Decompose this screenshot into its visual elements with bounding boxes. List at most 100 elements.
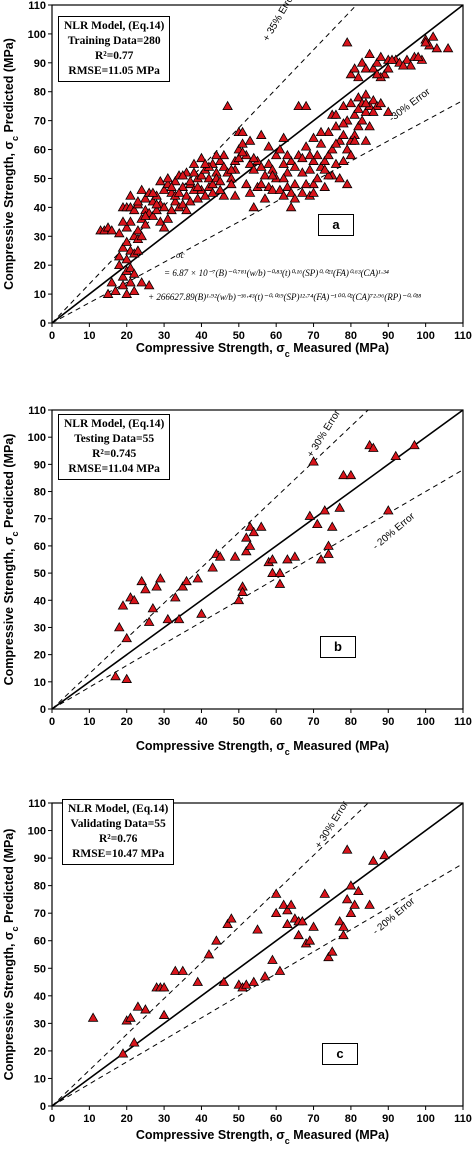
data-point	[241, 545, 252, 556]
data-point	[330, 138, 342, 148]
x-tick-label: 30	[158, 330, 170, 342]
data-point	[267, 954, 278, 964]
data-point	[397, 60, 409, 70]
data-point	[353, 71, 364, 82]
data-point	[244, 135, 256, 145]
y-tick-label: 100	[28, 432, 46, 444]
data-point	[334, 916, 345, 926]
data-point	[158, 222, 170, 232]
y-tick-label: 70	[34, 514, 46, 526]
data-point	[128, 204, 140, 215]
data-point	[177, 181, 189, 191]
error-line	[51, 99, 464, 324]
data-point	[274, 184, 286, 194]
panel-tag-b: b	[320, 636, 356, 658]
data-point	[151, 204, 162, 215]
data-point	[323, 548, 334, 558]
data-point	[255, 521, 267, 531]
data-point	[248, 201, 260, 212]
data-point	[218, 190, 230, 200]
data-point	[121, 236, 133, 246]
data-point	[121, 253, 133, 264]
data-point	[177, 199, 189, 209]
data-point	[192, 976, 204, 986]
data-point	[222, 918, 233, 929]
data-point	[319, 181, 331, 191]
data-point	[267, 170, 278, 180]
y-tick-label: 70	[34, 908, 46, 920]
data-point	[278, 899, 289, 909]
y-tick-label: 20	[34, 260, 46, 272]
data-point	[121, 222, 133, 232]
y-tick-label: 90	[34, 459, 46, 471]
x-tick-label: 80	[345, 716, 357, 728]
data-point	[102, 288, 114, 298]
data-point	[121, 632, 133, 643]
data-point	[106, 277, 118, 287]
x-tick-label: 80	[345, 1113, 357, 1125]
x-tick-label: 20	[121, 716, 133, 728]
data-point	[341, 844, 353, 854]
data-point	[345, 149, 357, 160]
data-point	[323, 170, 334, 180]
data-point	[166, 204, 177, 215]
data-point	[341, 37, 353, 47]
data-point	[300, 178, 312, 189]
data-point	[255, 178, 267, 189]
data-point	[297, 916, 308, 926]
data-point	[338, 921, 349, 931]
x-tick-label: 30	[158, 716, 170, 728]
error-line-label: - 20% Error	[371, 511, 418, 553]
data-point	[289, 551, 301, 561]
x-tick-label: 90	[382, 1113, 394, 1125]
data-point	[311, 173, 323, 183]
data-point	[192, 193, 204, 203]
data-point	[345, 880, 357, 890]
data-point	[297, 152, 308, 163]
data-point	[237, 126, 248, 137]
data-point	[192, 181, 204, 191]
error-line	[51, 469, 464, 710]
data-point	[110, 285, 121, 296]
data-point	[338, 129, 349, 139]
data-point	[244, 540, 256, 550]
data-point	[241, 178, 252, 189]
data-point	[132, 196, 144, 206]
x-tick-label: 60	[270, 330, 282, 342]
y-tick-label: 10	[34, 289, 46, 301]
data-point	[263, 141, 274, 151]
data-point	[349, 899, 360, 909]
data-point	[248, 152, 260, 163]
data-point	[379, 849, 390, 860]
info-line: R²=0.745	[92, 448, 137, 460]
data-point	[125, 190, 136, 200]
data-point	[128, 1037, 140, 1047]
data-point	[330, 158, 342, 168]
data-point	[319, 505, 331, 515]
data-point	[338, 469, 349, 480]
y-tick-label: 40	[34, 202, 46, 214]
error-line-label: -30% Error	[387, 86, 433, 124]
data-point	[136, 230, 147, 241]
data-point	[207, 562, 218, 572]
data-point	[125, 216, 136, 226]
data-point	[311, 518, 323, 529]
data-point	[177, 170, 189, 180]
data-point	[244, 158, 256, 168]
data-point	[334, 173, 345, 183]
data-point	[308, 921, 319, 931]
data-point	[315, 138, 327, 148]
y-tick-label: 10	[34, 1073, 46, 1085]
data-point	[341, 144, 353, 154]
data-point	[158, 982, 170, 992]
data-point	[140, 1004, 151, 1014]
x-tick-label: 60	[270, 716, 282, 728]
data-point	[282, 554, 293, 564]
x-tick-label: 80	[345, 330, 357, 342]
x-tick-label: 110	[454, 330, 472, 342]
data-point	[177, 581, 189, 591]
data-point	[345, 97, 357, 108]
data-point	[338, 929, 349, 940]
data-point	[218, 161, 230, 171]
data-point	[270, 149, 282, 160]
